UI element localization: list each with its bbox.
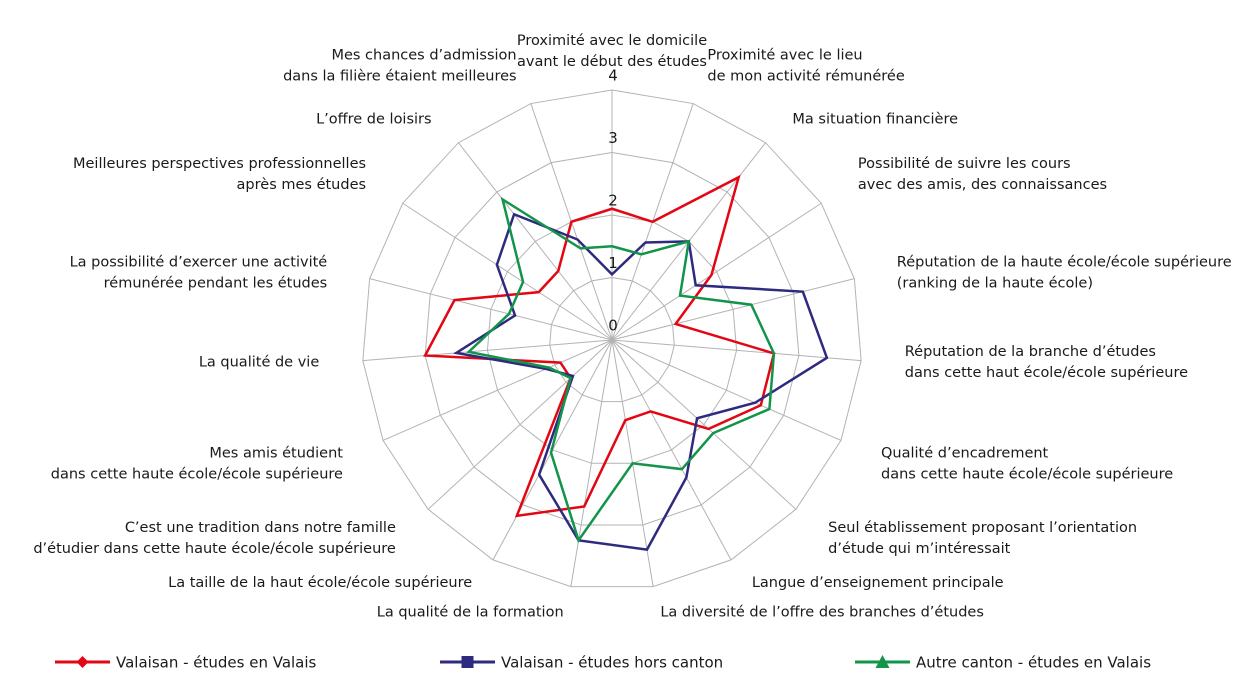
spoke: [611, 339, 842, 441]
category-label-line: La qualité de vie: [199, 354, 319, 370]
category-label-line: Proximité avec le lieu: [707, 48, 862, 64]
category-label: La taille de la haut école/école supérie…: [168, 575, 472, 591]
category-label: Possibilité de suivre les cours avec des …: [858, 156, 1107, 193]
r-tick-label: 0: [608, 317, 618, 335]
legend-marker: [875, 655, 890, 668]
category-label-line: La diversité de l’offre des branches d’é…: [660, 604, 984, 620]
category-label: Seul établissement proposant l’orientati…: [828, 520, 1137, 557]
category-label: Réputation de la haute école/école supér…: [897, 255, 1232, 292]
category-label-line: de mon activité rémunérée: [707, 69, 904, 85]
category-label-line: Meilleures perspectives professionnelles: [73, 156, 366, 172]
category-label: Proximité avec le lieu de mon activité ré…: [707, 48, 904, 85]
category-label-line: Réputation de la branche d’études: [905, 344, 1156, 360]
r-tick-label: 1: [608, 254, 618, 272]
category-label-line: Seul établissement proposant l’orientati…: [828, 520, 1137, 536]
legend-marker: [76, 656, 89, 668]
r-tick-label: 4: [608, 67, 618, 85]
category-label-line: dans cette haute école/école supérieure: [881, 466, 1173, 482]
spoke: [611, 202, 822, 341]
spoke: [611, 278, 855, 341]
grid-ring: [362, 89, 862, 588]
category-label-line: Proximité avec le domicile: [517, 33, 707, 49]
category-label: Proximité avec le domicile avant le début…: [517, 33, 707, 70]
spoke: [402, 202, 613, 341]
spoke: [458, 142, 613, 341]
category-label: C’est une tradition dans notre famille d’…: [33, 520, 396, 557]
category-label: Ma situation financière: [792, 111, 958, 127]
category-label: Qualité d’encadrement dans cette haute éc…: [881, 445, 1173, 482]
category-label-line: avant le début des études: [517, 54, 707, 70]
category-label-line: après mes études: [237, 177, 367, 193]
series-line: [452, 212, 829, 551]
spoke: [362, 339, 613, 362]
category-label: La qualité de vie: [199, 354, 319, 370]
category-label-line: Possibilité de suivre les cours: [858, 156, 1071, 172]
category-label-line: dans la filière étaient meilleures: [283, 69, 517, 85]
category-label-line: La taille de la haut école/école supérie…: [168, 575, 472, 591]
category-label-line: avec des amis, des connaissances: [858, 177, 1107, 193]
series-line: [466, 196, 776, 544]
category-label-line: La qualité de la formation: [377, 604, 564, 620]
legend-label: Valaisan - études en Valais: [116, 654, 317, 672]
grid-ring: [549, 276, 675, 403]
legend-label: Autre canton - études en Valais: [916, 654, 1151, 672]
spoke: [611, 339, 797, 510]
category-label: L’offre de loisirs: [316, 111, 431, 127]
category-label-line: Mes amis étudient: [209, 445, 343, 461]
category-label: Langue d’enseignement principale: [752, 575, 1004, 591]
category-label: La possibilité d’exercer une activité rém…: [70, 255, 328, 292]
spoke: [369, 278, 613, 341]
r-tick-label: 2: [608, 192, 618, 210]
category-label-line: rémunérée pendant les études: [104, 276, 328, 292]
category-label-line: d’étudier dans cette haute école/école s…: [33, 541, 396, 557]
category-label: Réputation de la branche d’études dans ce…: [905, 344, 1188, 381]
category-label-line: Qualité d’encadrement: [881, 445, 1049, 461]
category-label-line: Langue d’enseignement principale: [752, 575, 1004, 591]
series-line: [423, 174, 776, 518]
category-label: Mes chances d’admission dans la filière é…: [283, 48, 517, 85]
category-label: La qualité de la formation: [377, 604, 564, 620]
category-label-line: Ma situation financière: [792, 111, 958, 127]
category-label: La diversité de l’offre des branches d’é…: [660, 604, 984, 620]
legend-label: Valaisan - études hors canton: [501, 654, 723, 672]
grid-ring: [486, 214, 738, 464]
spoke: [382, 339, 613, 441]
legend-marker: [461, 656, 474, 668]
category-label-line: (ranking de la haute école): [897, 276, 1093, 292]
category-label-line: L’offre de loisirs: [316, 111, 431, 127]
spoke: [611, 339, 732, 561]
spoke: [427, 339, 613, 510]
category-label-line: dans cette haut école/école supérieure: [905, 365, 1188, 381]
category-label: Meilleures perspectives professionnelles…: [73, 156, 366, 193]
spoke: [570, 339, 613, 587]
category-label-line: dans cette haute école/école supérieure: [51, 466, 343, 482]
category-label: Mes amis étudient dans cette haute école/…: [51, 445, 343, 482]
category-label-line: d’étude qui m’intéressait: [828, 541, 1011, 557]
category-label-line: Mes chances d’admission: [331, 48, 516, 64]
grid-ring: [424, 151, 800, 526]
category-label-line: La possibilité d’exercer une activité: [70, 255, 328, 271]
r-tick-label: 3: [608, 129, 618, 147]
category-label-line: C’est une tradition dans notre famille: [125, 520, 396, 536]
category-label-line: Réputation de la haute école/école supér…: [897, 255, 1232, 271]
spoke: [611, 339, 862, 362]
